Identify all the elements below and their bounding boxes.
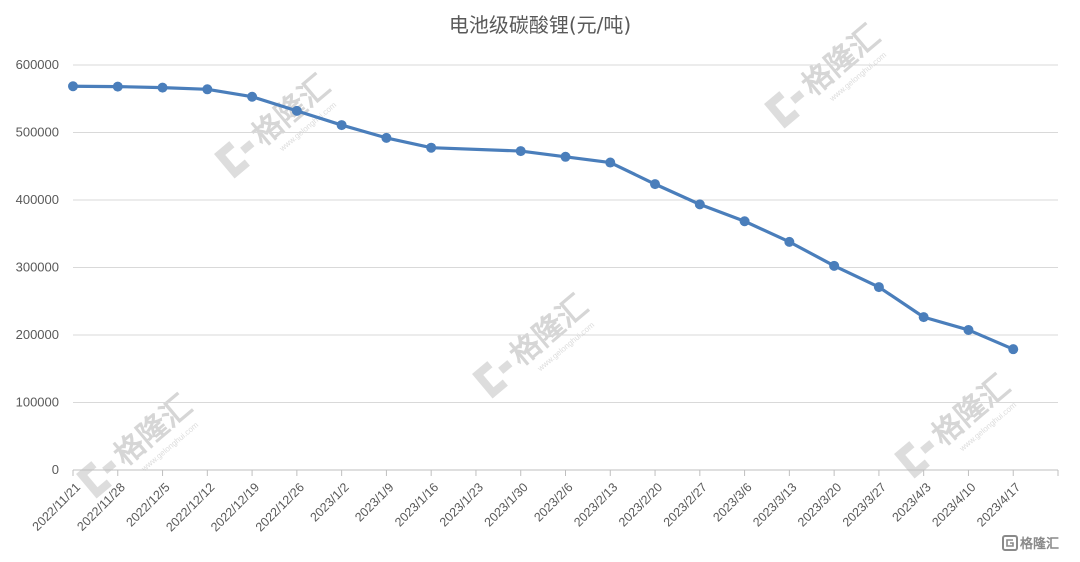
data-point	[650, 179, 661, 190]
watermark-logo-icon	[214, 141, 250, 179]
watermark-arrow-icon	[498, 360, 513, 374]
y-tick-label: 400000	[16, 192, 59, 207]
corner-logo-icon	[1002, 535, 1018, 551]
x-tick-label: 2022/12/26	[253, 480, 307, 534]
y-tick-label: 100000	[16, 395, 59, 410]
data-point	[515, 146, 526, 157]
x-tick-label: 2023/2/27	[661, 480, 710, 529]
data-point	[202, 84, 213, 95]
corner-logo: 格隆汇	[1002, 535, 1059, 552]
y-axis-ticks: 0 100000 200000 300000 400000 500000 600000	[16, 57, 59, 477]
x-tick-label: 2023/3/20	[795, 480, 844, 529]
watermark-logo-icon	[76, 461, 112, 499]
x-tick-label: 2023/4/3	[889, 480, 933, 524]
data-point	[336, 120, 347, 131]
x-tick-label: 2023/2/13	[571, 480, 620, 529]
watermark-logo-icon	[764, 91, 800, 129]
chart-title: 电池级碳酸锂(元/吨)	[449, 13, 631, 37]
data-point	[112, 81, 123, 92]
data-point	[694, 199, 705, 210]
corner-logo-text: 格隆汇	[1020, 536, 1059, 552]
x-tick-label: 2023/1/9	[352, 480, 396, 524]
corner-logo-glyph-icon	[1006, 539, 1014, 547]
y-tick-label: 300000	[16, 260, 59, 275]
x-tick-label: 2023/1/2	[307, 480, 351, 524]
x-tick-label: 2023/2/6	[531, 480, 575, 524]
x-tick-label: 2023/4/17	[974, 480, 1023, 529]
watermark-arrow-icon	[102, 460, 117, 474]
data-point	[963, 324, 974, 335]
x-axis: 2022/11/212022/11/282022/12/52022/12/122…	[30, 469, 1059, 534]
y-tick-label: 500000	[16, 125, 59, 140]
y-tick-label: 600000	[16, 57, 59, 72]
gridlines	[73, 64, 1058, 403]
y-tick-label: 0	[52, 462, 59, 477]
watermark-arrow-icon	[790, 90, 805, 104]
x-tick-label: 2023/4/10	[929, 480, 978, 529]
data-point	[381, 132, 392, 143]
data-point	[426, 142, 437, 153]
data-point	[784, 236, 795, 247]
y-tick-label: 200000	[16, 327, 59, 342]
x-tick-label: 2023/2/20	[616, 480, 665, 529]
x-tick-label: 2023/3/6	[710, 480, 754, 524]
watermark-arrow-icon	[240, 140, 255, 154]
data-point	[829, 260, 840, 271]
watermark-arrow-icon	[920, 440, 935, 454]
data-point	[157, 82, 168, 93]
data-point	[605, 157, 616, 168]
series-line	[71, 84, 1015, 351]
data-point	[1008, 344, 1019, 355]
x-tick-label: 2023/3/13	[750, 480, 799, 529]
data-point	[739, 216, 750, 227]
x-tick-label: 2023/1/23	[437, 480, 486, 529]
data-point	[560, 151, 571, 162]
data-point	[873, 282, 884, 293]
watermark-logo-icon	[472, 361, 508, 399]
x-tick-label: 2023/3/27	[840, 480, 889, 529]
x-tick-label: 2023/1/30	[482, 480, 531, 529]
data-point	[291, 105, 302, 116]
x-tick-label: 2023/1/16	[392, 480, 441, 529]
data-point	[68, 81, 78, 92]
watermark-logo-icon	[894, 441, 930, 479]
data-point	[918, 312, 929, 323]
series-layer	[68, 81, 1019, 355]
data-point	[247, 91, 258, 102]
